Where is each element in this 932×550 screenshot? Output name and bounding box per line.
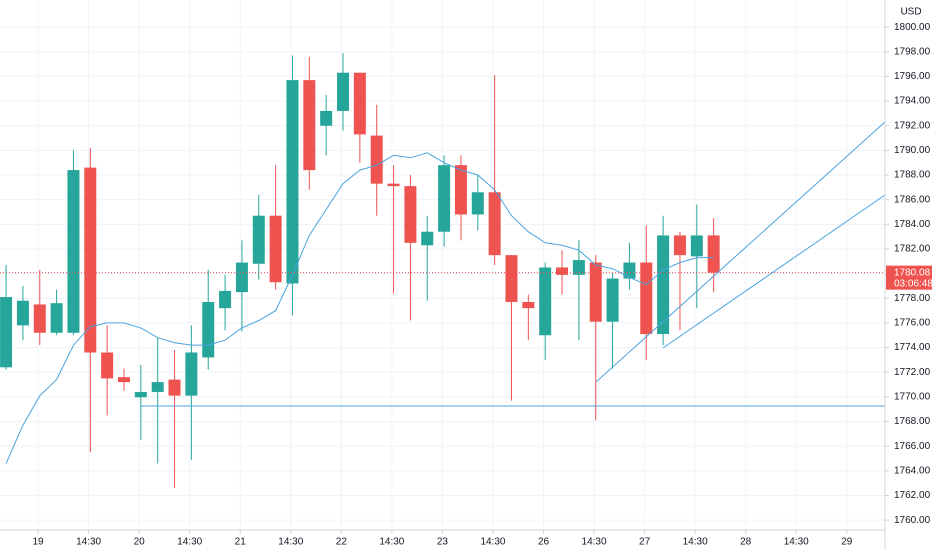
x-tick-label: 27 xyxy=(639,537,651,548)
y-tick-label: 1762.00 xyxy=(894,490,931,501)
axes: 1760.00 1762.00 1764.00 1766.00 1768.00 1770.… xyxy=(33,22,932,548)
candle-body xyxy=(438,165,451,232)
y-tick-label: 1788.00 xyxy=(894,170,931,181)
y-tick-label: 1782.00 xyxy=(894,244,931,255)
candle-body xyxy=(539,267,552,336)
candle-body xyxy=(690,235,703,257)
x-tick-label: 22 xyxy=(336,537,348,548)
candle-body xyxy=(303,80,316,171)
candle-body xyxy=(252,215,265,264)
candle-body xyxy=(269,215,282,283)
x-tick-label: 29 xyxy=(841,537,853,548)
candle-body xyxy=(353,72,366,135)
candle-body xyxy=(488,192,501,256)
y-tick-label: 1768.00 xyxy=(894,416,931,427)
candle-body xyxy=(33,304,46,333)
x-tick-label: 19 xyxy=(33,537,45,548)
x-tick-label: 23 xyxy=(437,537,449,548)
candle-body xyxy=(370,135,383,184)
x-tick-label: 14:30 xyxy=(278,537,303,548)
candle-body xyxy=(623,262,636,279)
trend-line xyxy=(662,194,886,349)
y-tick-label: 1766.00 xyxy=(894,441,931,452)
y-tick-label: 1774.00 xyxy=(894,342,931,353)
last-price-box xyxy=(886,265,932,290)
y-tick-label: 1792.00 xyxy=(894,120,931,131)
candle-body xyxy=(168,379,181,396)
candle-body xyxy=(117,377,130,383)
moving-average xyxy=(5,152,714,464)
x-tick-label: 14:30 xyxy=(379,537,404,548)
candle-body xyxy=(50,303,63,333)
y-tick-label: 1764.00 xyxy=(894,465,931,476)
candle-body xyxy=(421,231,434,246)
candle-body xyxy=(235,262,248,293)
candle-body xyxy=(589,262,602,322)
marks xyxy=(0,53,885,489)
candle-body xyxy=(337,72,350,111)
candle-body xyxy=(454,165,467,215)
candle-body xyxy=(640,262,653,335)
x-tick-label: 14:30 xyxy=(582,537,607,548)
y-tick-label: 1784.00 xyxy=(894,219,931,230)
candle-body xyxy=(505,255,518,302)
last-price-label: 1780.08 xyxy=(894,267,931,278)
candle-body xyxy=(572,260,585,275)
y-tick-label: 1796.00 xyxy=(894,71,931,82)
candle-body xyxy=(522,301,535,309)
candle-body xyxy=(286,80,299,284)
candle-body xyxy=(219,290,232,309)
x-tick-label: 14:30 xyxy=(177,537,202,548)
y-tick-label: 1760.00 xyxy=(894,515,931,526)
candle-body xyxy=(84,167,97,353)
candle-body xyxy=(16,300,29,326)
y-tick-label: 1776.00 xyxy=(894,318,931,329)
candle-body xyxy=(471,192,484,215)
x-tick-label: 14:30 xyxy=(76,537,101,548)
candle-body xyxy=(707,235,720,273)
candle-body xyxy=(185,352,198,396)
y-tick-label: 1800.00 xyxy=(894,22,931,33)
candle-body xyxy=(673,235,686,256)
x-tick-label: 14:30 xyxy=(480,537,505,548)
candle-body xyxy=(0,297,13,368)
candle-body xyxy=(101,352,114,379)
x-tick-label: 20 xyxy=(134,537,146,548)
x-tick-label: 14:30 xyxy=(784,537,809,548)
y-tick-label: 1798.00 xyxy=(894,46,931,57)
y-tick-label: 1770.00 xyxy=(894,392,931,403)
candle-body xyxy=(606,278,619,322)
candle-body xyxy=(556,267,569,275)
y-tick-label: 1790.00 xyxy=(894,145,931,156)
x-tick-label: 26 xyxy=(538,537,550,548)
candle-body xyxy=(151,382,164,392)
candle-body xyxy=(134,391,147,398)
candle-body xyxy=(657,235,670,335)
candle-body xyxy=(404,186,417,243)
y-tick-label: 1794.00 xyxy=(894,96,931,107)
y-tick-label: 1786.00 xyxy=(894,194,931,205)
x-tick-label: 14:30 xyxy=(683,537,708,548)
candle-body xyxy=(320,110,333,126)
countdown: 03:06:48 xyxy=(894,278,932,289)
y-tick-label: 1778.00 xyxy=(894,293,931,304)
currency: USD xyxy=(900,7,921,18)
candle-body xyxy=(67,170,80,333)
y-tick-label: 1772.00 xyxy=(894,367,931,378)
x-tick-label: 28 xyxy=(740,537,752,548)
trend-line xyxy=(595,121,886,383)
candle-body xyxy=(202,301,215,358)
candle-body xyxy=(387,183,400,187)
x-tick-label: 21 xyxy=(235,537,247,548)
